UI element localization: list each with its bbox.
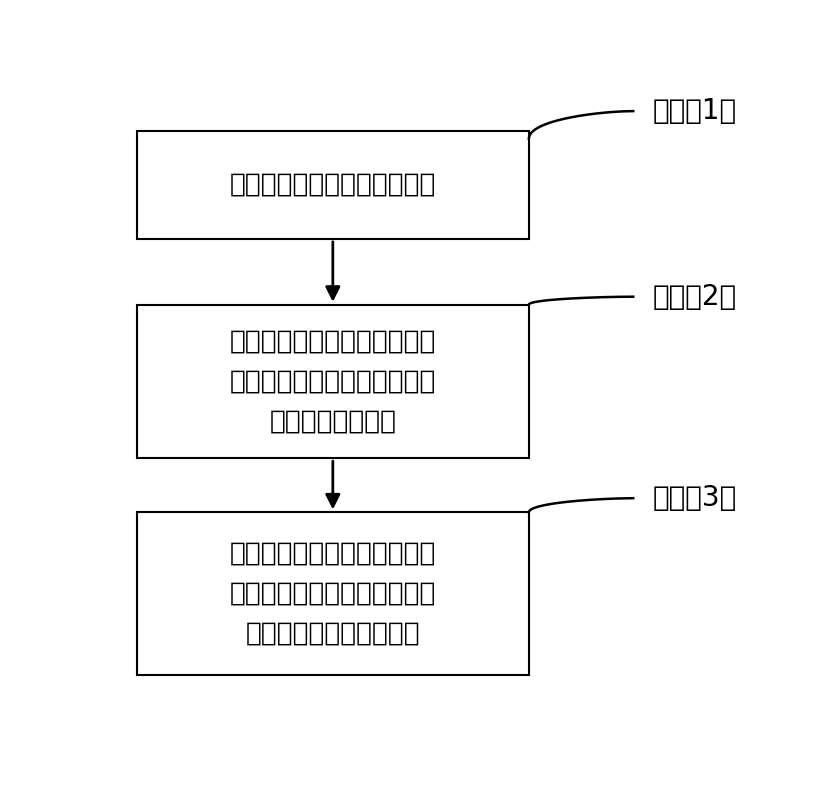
Text: 针对网络系统建立资产关联图: 针对网络系统建立资产关联图	[229, 172, 436, 198]
FancyBboxPatch shape	[137, 131, 529, 239]
Text: 步骤（2）: 步骤（2）	[652, 282, 736, 310]
FancyBboxPatch shape	[137, 512, 529, 675]
FancyBboxPatch shape	[137, 305, 529, 458]
Text: 利用所建立的资产关联图，计
算节点所面临的每个一次威胁
事件的资产风险值: 利用所建立的资产关联图，计 算节点所面临的每个一次威胁 事件的资产风险值	[229, 329, 436, 434]
Text: 步骤（3）: 步骤（3）	[652, 484, 736, 512]
Text: 步骤（1）: 步骤（1）	[652, 97, 736, 125]
Text: 对网络系统进行风险评估，包
括资产级风险值、主机设备级
风险值以及系统级风险值: 对网络系统进行风险评估，包 括资产级风险值、主机设备级 风险值以及系统级风险值	[229, 540, 436, 646]
